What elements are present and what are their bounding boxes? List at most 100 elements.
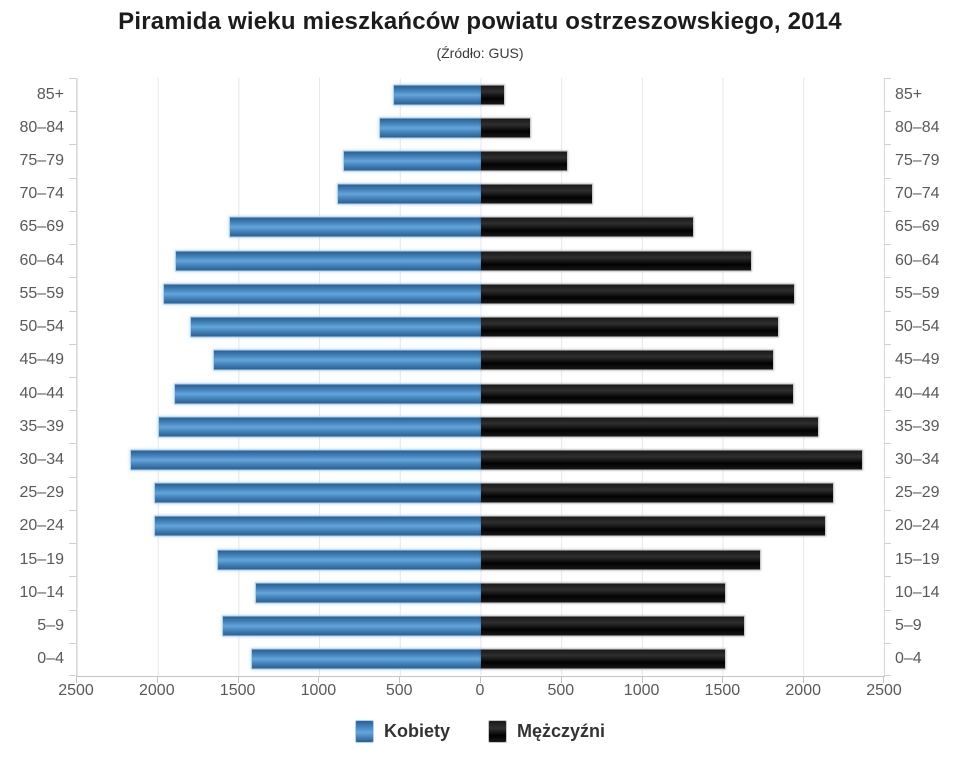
age-label-right-55–59: 55–59 xyxy=(895,284,940,302)
y-axis-tick xyxy=(69,675,76,676)
bar-kobiety-20–24[interactable] xyxy=(154,515,481,537)
age-label-left-0–4: 0–4 xyxy=(37,650,64,668)
bar-mezczyzni-60–64[interactable] xyxy=(480,250,752,272)
x-axis-tick xyxy=(803,676,805,683)
bar-mezczyzni-65–69[interactable] xyxy=(480,216,694,238)
bar-mezczyzni-55–59[interactable] xyxy=(480,283,796,305)
x-axis-tick xyxy=(883,676,884,683)
y-axis-tick xyxy=(69,377,76,378)
bar-kobiety-0–4[interactable] xyxy=(251,648,481,670)
y-axis-tick xyxy=(69,476,76,478)
y-axis-tick xyxy=(884,543,891,545)
x-tick-label-5: 0 xyxy=(475,682,485,699)
pyramid-row-35–39 xyxy=(77,410,884,443)
bar-mezczyzni-10–14[interactable] xyxy=(480,582,726,604)
y-axis-tick xyxy=(884,509,891,511)
pyramid-row-45–49 xyxy=(77,344,884,377)
x-axis-tick xyxy=(560,676,562,683)
y-axis-tick xyxy=(69,144,76,146)
bar-kobiety-25–29[interactable] xyxy=(154,482,481,504)
y-axis-tick xyxy=(884,144,891,146)
bar-mezczyzni-80–84[interactable] xyxy=(480,117,531,139)
bar-kobiety-5–9[interactable] xyxy=(222,615,481,637)
bar-kobiety-75–79[interactable] xyxy=(343,150,481,172)
x-axis-ticks xyxy=(76,676,884,683)
legend-swatch-kobiety[interactable] xyxy=(354,720,374,743)
y-axis-tick xyxy=(884,310,891,312)
x-tick-label-10: 2500 xyxy=(866,682,902,699)
pyramid-row-85+ xyxy=(77,78,884,111)
y-axis-tick xyxy=(69,576,76,578)
legend-label-mezczyzni[interactable]: Mężczyźni xyxy=(516,721,606,741)
bar-mezczyzni-35–39[interactable] xyxy=(480,416,820,438)
age-label-left-35–39: 35–39 xyxy=(19,417,65,435)
y-axis-labels-right: 85+ 80–84 75–79 70–74 65–69 60–64 55–59 50–54 45… xyxy=(895,78,959,676)
bar-kobiety-50–54[interactable] xyxy=(189,316,481,338)
age-label-left-5–9: 5–9 xyxy=(37,617,64,635)
bar-mezczyzni-45–49[interactable] xyxy=(480,349,775,371)
x-tick-label-6: 500 xyxy=(547,682,575,699)
bar-kobiety-15–19[interactable] xyxy=(217,549,481,571)
bar-mezczyzni-30–34[interactable] xyxy=(480,449,864,471)
age-label-right-40–44: 40–44 xyxy=(895,384,940,402)
bar-mezczyzni-75–79[interactable] xyxy=(480,150,568,172)
bar-mezczyzni-15–19[interactable] xyxy=(480,549,762,571)
x-tick-label-9: 2000 xyxy=(785,682,821,699)
y-axis-tick xyxy=(69,177,76,179)
bar-kobiety-35–39[interactable] xyxy=(157,416,481,438)
bar-mezczyzni-25–29[interactable] xyxy=(480,482,834,504)
x-tick-label-1: 2000 xyxy=(139,682,175,699)
bar-mezczyzni-0–4[interactable] xyxy=(480,648,726,670)
x-axis-tick xyxy=(237,676,239,683)
bar-mezczyzni-70–74[interactable] xyxy=(480,183,594,205)
bar-kobiety-40–44[interactable] xyxy=(173,383,481,405)
y-axis-tick xyxy=(884,210,891,212)
chart-subtitle: (Źródło: GUS) xyxy=(436,45,524,61)
y-axis-ticks-left xyxy=(69,78,76,676)
bar-kobiety-30–34[interactable] xyxy=(130,449,481,471)
y-axis-tick xyxy=(884,609,891,611)
pyramid-row-55–59 xyxy=(77,277,884,310)
y-axis-tick xyxy=(69,111,76,113)
y-axis-tick xyxy=(884,642,891,644)
x-tick-label-2: 1500 xyxy=(219,682,256,699)
bar-kobiety-70–74[interactable] xyxy=(336,183,481,205)
bar-kobiety-55–59[interactable] xyxy=(162,283,481,305)
age-label-right-60–64: 60–64 xyxy=(895,251,940,269)
age-label-right-70–74: 70–74 xyxy=(895,185,940,203)
bar-mezczyzni-40–44[interactable] xyxy=(480,383,794,405)
x-tick-label-7: 1000 xyxy=(623,682,660,699)
bar-kobiety-60–64[interactable] xyxy=(175,250,481,272)
age-label-right-25–29: 25–29 xyxy=(895,484,940,502)
x-axis-tick xyxy=(156,676,158,683)
bar-mezczyzni-50–54[interactable] xyxy=(480,316,780,338)
y-axis-tick xyxy=(69,244,76,246)
y-axis-tick xyxy=(69,410,76,412)
bar-kobiety-85+[interactable] xyxy=(393,84,481,106)
x-axis-tick xyxy=(722,676,724,683)
bar-mezczyzni-85+[interactable] xyxy=(480,84,505,106)
bar-mezczyzni-5–9[interactable] xyxy=(480,615,746,637)
bar-mezczyzni-20–24[interactable] xyxy=(480,515,826,537)
y-axis-tick xyxy=(69,277,76,279)
y-axis-tick xyxy=(884,343,891,345)
pyramid-row-20–24 xyxy=(77,510,884,543)
y-axis-tick xyxy=(884,244,891,246)
y-axis-tick xyxy=(884,177,891,179)
y-axis-tick xyxy=(884,476,891,478)
age-label-left-55–59: 55–59 xyxy=(19,284,65,302)
y-axis-tick xyxy=(69,543,76,545)
bar-kobiety-10–14[interactable] xyxy=(254,582,481,604)
age-label-right-20–24: 20–24 xyxy=(895,517,940,535)
legend-swatch-mezczyzni[interactable] xyxy=(487,720,507,743)
y-axis-labels-left: 85+ 80–84 75–79 70–74 65–69 60–64 55–59 50–54 45… xyxy=(0,78,65,676)
legend-label-kobiety[interactable]: Kobiety xyxy=(383,721,450,741)
pyramid-row-25–29 xyxy=(77,477,884,510)
age-label-left-30–34: 30–34 xyxy=(19,451,65,469)
age-label-left-40–44: 40–44 xyxy=(19,384,65,402)
pyramid-row-0–4 xyxy=(77,643,884,676)
bar-kobiety-65–69[interactable] xyxy=(228,216,481,238)
bar-kobiety-45–49[interactable] xyxy=(212,349,481,371)
bar-kobiety-80–84[interactable] xyxy=(378,117,481,139)
x-axis-tick xyxy=(76,676,77,683)
